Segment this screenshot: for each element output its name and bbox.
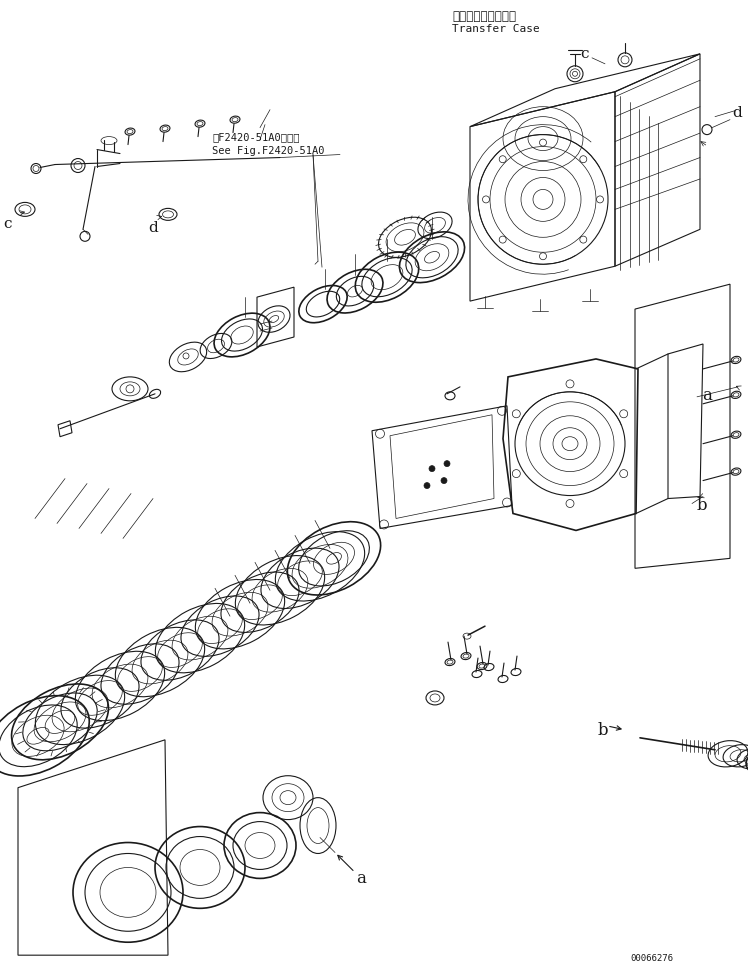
- Text: 第F2420-51A0図参照: 第F2420-51A0図参照: [212, 132, 299, 143]
- Text: a: a: [702, 387, 712, 404]
- Text: Transfer Case: Transfer Case: [452, 24, 540, 34]
- Text: b: b: [598, 722, 609, 739]
- Text: See Fig.F2420-51A0: See Fig.F2420-51A0: [212, 146, 325, 155]
- Text: 00066276: 00066276: [630, 954, 673, 963]
- Circle shape: [424, 482, 430, 488]
- Circle shape: [429, 466, 435, 472]
- Circle shape: [444, 460, 450, 467]
- Text: c: c: [580, 47, 589, 61]
- Text: d: d: [148, 221, 158, 235]
- Text: c: c: [3, 217, 11, 232]
- Text: d: d: [732, 106, 742, 120]
- Text: a: a: [356, 870, 366, 888]
- Circle shape: [441, 478, 447, 483]
- Text: トランスファケース: トランスファケース: [452, 10, 516, 23]
- Text: b: b: [697, 497, 708, 513]
